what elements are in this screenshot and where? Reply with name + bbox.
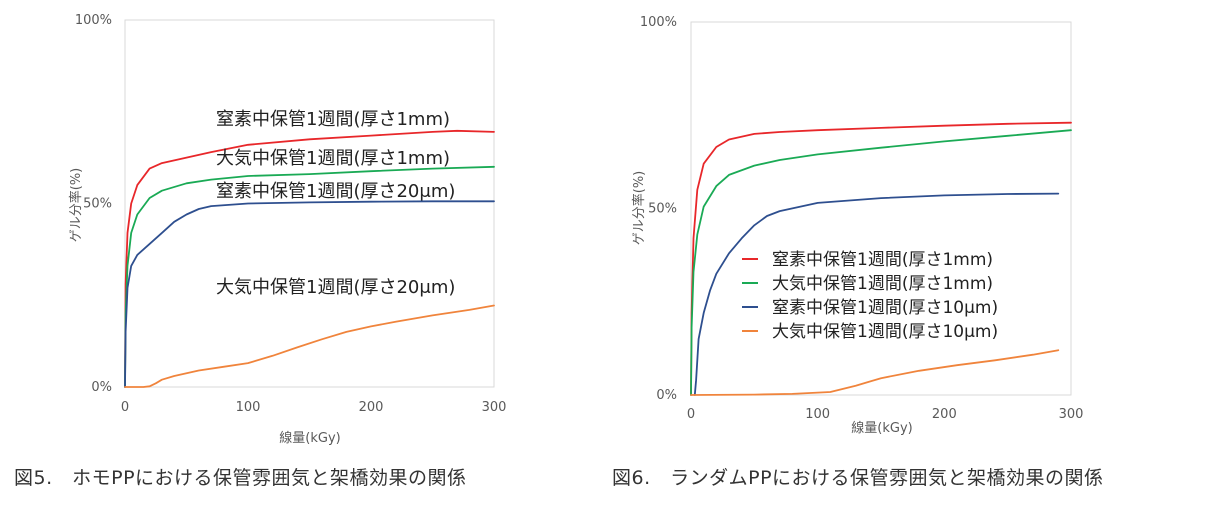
y-tick-label: 50% (83, 197, 112, 212)
figure-6-panel: 0% 50% 100% 0 100 200 300 ゲル分率(%) 線量(kGy) 窒素中保管1週… (600, 0, 1215, 509)
series-line-2 (690, 129, 1072, 396)
x-tick-label: 300 (482, 400, 507, 415)
x-tick-label: 300 (1059, 407, 1084, 422)
x-tick-label: 0 (687, 407, 695, 422)
legend-label: 大気中保管1週間(厚さ1mm) (772, 274, 993, 294)
series-line-1 (690, 121, 1072, 396)
legend-label: 大気中保管1週間(厚さ10μm) (772, 322, 998, 342)
series-line-4 (124, 304, 495, 388)
series-line-3 (124, 200, 495, 388)
figure-5-caption: 図5. ホモPPにおける保管雰囲気と架橋効果の関係 (14, 467, 467, 489)
series-annotation: 窒素中保管1週間(厚さ1mm) (216, 109, 450, 130)
series-annotation: 窒素中保管1週間(厚さ20μm) (216, 181, 455, 202)
x-tick-label: 0 (121, 400, 129, 415)
x-tick-label: 100 (236, 400, 261, 415)
figure-6-caption: 図6. ランダムPPにおける保管雰囲気と架橋効果の関係 (612, 467, 1104, 489)
y-tick-label: 100% (75, 13, 112, 28)
x-tick-label: 200 (359, 400, 384, 415)
figure-5-chart: 0% 50% 100% 0 100 200 300 ゲル分率(%) 線量(kGy) 窒素中保管1週… (68, 13, 507, 446)
x-tick-label: 100 (805, 407, 830, 422)
x-axis-title: 線量(kGy) (851, 420, 912, 436)
series-line-3 (693, 192, 1060, 396)
legend-label: 窒素中保管1週間(厚さ10μm) (772, 298, 998, 318)
y-tick-label: 0% (656, 388, 677, 403)
plot-area (124, 19, 495, 388)
series-line-1 (124, 129, 495, 388)
y-tick-label: 0% (91, 380, 112, 395)
y-axis-title: ゲル分率(%) (631, 171, 647, 246)
x-tick-label: 200 (932, 407, 957, 422)
figure-5-panel: 0% 50% 100% 0 100 200 300 ゲル分率(%) 線量(kGy) 窒素中保管1週… (0, 0, 600, 509)
y-tick-label: 100% (640, 15, 677, 30)
x-axis-title: 線量(kGy) (279, 430, 340, 446)
series-line-4 (690, 349, 1060, 396)
plot-area (690, 21, 1072, 396)
y-axis-title: ゲル分率(%) (68, 168, 84, 243)
series-annotation: 大気中保管1週間(厚さ1mm) (216, 148, 450, 169)
series-line-2 (124, 165, 495, 388)
legend-label: 窒素中保管1週間(厚さ1mm) (772, 250, 993, 270)
series-annotation: 大気中保管1週間(厚さ20μm) (216, 277, 455, 298)
figure-6-chart: 0% 50% 100% 0 100 200 300 ゲル分率(%) 線量(kGy) 窒素中保管1週… (631, 15, 1084, 436)
y-tick-label: 50% (648, 202, 677, 217)
